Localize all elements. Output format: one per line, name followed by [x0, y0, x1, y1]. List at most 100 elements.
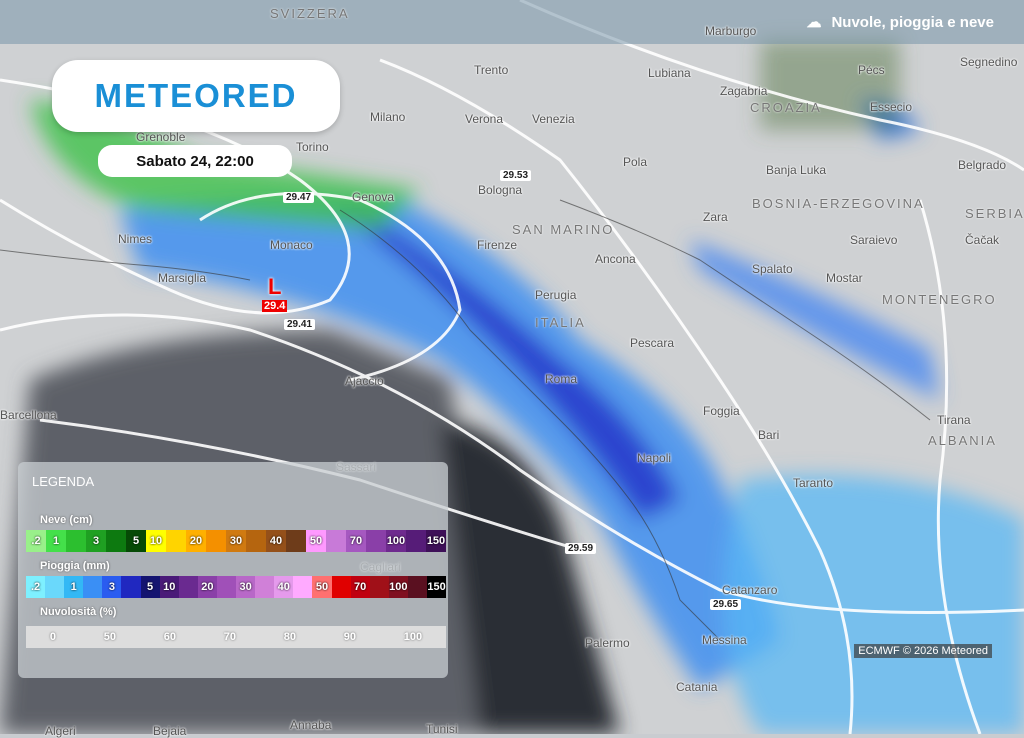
rain-scale-cell — [178, 576, 198, 598]
city-label: Pécs — [858, 63, 885, 77]
city-label: Messina — [702, 633, 747, 647]
city-label: Barcellona — [0, 408, 57, 422]
city-label: Pescara — [630, 336, 675, 350]
rain-scale-cell: 100 — [388, 576, 408, 598]
country-label: ALBANIA — [928, 433, 997, 448]
snow-scale-cell — [106, 530, 126, 552]
city-label: Ancona — [595, 252, 636, 266]
city-label: Foggia — [703, 404, 740, 418]
legend-title: LEGENDA — [32, 474, 95, 489]
rain-scale-cell — [331, 576, 351, 598]
city-label: Zara — [703, 210, 728, 224]
snow-scale-cell: 40 — [266, 530, 286, 552]
rain-scale-cell — [45, 576, 65, 598]
country-label: BOSNIA-ERZEGOVINA — [752, 196, 925, 211]
city-label: Firenze — [477, 238, 518, 252]
snow-scale-cell: .2 — [26, 530, 46, 552]
rain-scale-cell: 1 — [64, 576, 84, 598]
snow-scale-cell: 1 — [46, 530, 66, 552]
rain-scale-cell: 20 — [197, 576, 217, 598]
city-label: Pola — [623, 155, 648, 169]
low-label: L — [267, 274, 282, 299]
isobar-label: 29.41 — [284, 319, 316, 330]
snow-scale-cell: 5 — [126, 530, 146, 552]
rain-scale-cell — [293, 576, 313, 598]
rain-scale-cell: 150 — [426, 576, 447, 598]
city-label: Napoli — [637, 451, 672, 465]
city-label: Verona — [465, 112, 504, 126]
rain-scale-cell: 40 — [274, 576, 294, 598]
layer-title[interactable]: ☁ Nuvole, pioggia e neve — [806, 13, 994, 32]
rain-scale-cell: .2 — [26, 576, 46, 598]
snow-scale-cell: 50 — [306, 530, 326, 552]
cloud-scale-tick: 100 — [403, 631, 423, 643]
snow-scale-cell: 100 — [386, 530, 406, 552]
city-label: Algeri — [45, 724, 76, 738]
city-label: Banja Luka — [766, 163, 827, 177]
city-label: Lubiana — [648, 66, 691, 80]
city-label: Zagabria — [720, 84, 768, 98]
city-label: Bari — [758, 428, 780, 442]
snow-scale-cell: 20 — [186, 530, 206, 552]
rain-scale-cell: 50 — [312, 576, 332, 598]
snow-scale-cell: 150 — [426, 530, 446, 552]
snow-scale-cell: 10 — [146, 530, 166, 552]
low-pressure-marker: L 29.4 — [262, 274, 288, 312]
city-label: Essecio — [870, 100, 913, 114]
rain-scale-cell — [369, 576, 389, 598]
country-label: SERBIA — [965, 206, 1024, 221]
meteored-logo[interactable]: METEORED — [52, 60, 340, 132]
isobar-label: 29.59 — [565, 543, 597, 554]
credit: ECMWF © 2026 Meteored — [854, 644, 992, 658]
cloud-scale-tick: 70 — [223, 631, 236, 643]
snow-scale: .2 1 3 5 10 20 30 40 50 70 100 150 — [26, 530, 446, 552]
cloud-scale-tick: 80 — [283, 631, 296, 643]
snow-scale-cell — [286, 530, 306, 552]
cloud-scale: 0 50 60 70 80 90 100 — [26, 626, 446, 648]
header-bar: ☁ Nuvole, pioggia e neve — [0, 0, 1024, 44]
city-label: Milano — [370, 110, 406, 124]
cloud-scale-tick: 50 — [103, 631, 116, 643]
city-label: Segnedino — [960, 55, 1018, 69]
rain-scale-cell — [216, 576, 237, 598]
rain-scale-cell: 30 — [236, 576, 256, 598]
snow-scale-cell — [326, 530, 346, 552]
city-label: Bologna — [478, 183, 523, 197]
snow-scale-label: Neve (cm) — [40, 514, 93, 526]
city-label: Mostar — [826, 271, 863, 285]
cloud-rain-icon: ☁ — [806, 14, 822, 31]
country-label: SAN MARINO — [512, 222, 615, 237]
cloud-scale-tick: 60 — [163, 631, 176, 643]
city-label: Roma — [545, 372, 578, 386]
city-label: Bejaia — [153, 724, 187, 738]
rain-scale-cell — [83, 576, 103, 598]
isobar-label: 29.65 — [710, 599, 742, 610]
rain-scale-cell — [121, 576, 141, 598]
city-label: Belgrado — [958, 158, 1007, 172]
snow-scale-cell: 70 — [346, 530, 366, 552]
snow-scale-cell — [366, 530, 386, 552]
city-label: Tunisi — [426, 722, 458, 736]
forecast-datetime[interactable]: Sabato 24, 22:00 — [98, 145, 292, 177]
cloud-scale-tick: 0 — [49, 631, 56, 643]
city-label: Catanzaro — [722, 583, 778, 597]
snow-scale-cell — [166, 530, 186, 552]
country-label: SVIZZERA — [270, 6, 350, 21]
rain-scale-cell — [407, 576, 427, 598]
city-label: Čačak — [965, 233, 1000, 247]
low-value: 29.4 — [262, 300, 288, 312]
city-label: Ajaccio — [345, 374, 384, 388]
country-label: MONTENEGRO — [882, 292, 997, 307]
rain-scale-cell: 3 — [102, 576, 122, 598]
country-label: ITALIA — [535, 315, 586, 330]
layer-title-text: Nuvole, pioggia e neve — [831, 13, 994, 31]
city-label: Annaba — [290, 718, 332, 732]
snow-scale-cell — [66, 530, 86, 552]
isobar-label: 29.47 — [283, 192, 315, 203]
city-label: Nimes — [118, 232, 153, 246]
snow-scale-cell — [406, 530, 426, 552]
rain-scale-cell: 70 — [350, 576, 370, 598]
rain-scale-cell: 5 — [140, 576, 160, 598]
cloud-scale-label: Nuvolosità (%) — [40, 606, 117, 618]
city-label: Marsiglia — [158, 271, 207, 285]
